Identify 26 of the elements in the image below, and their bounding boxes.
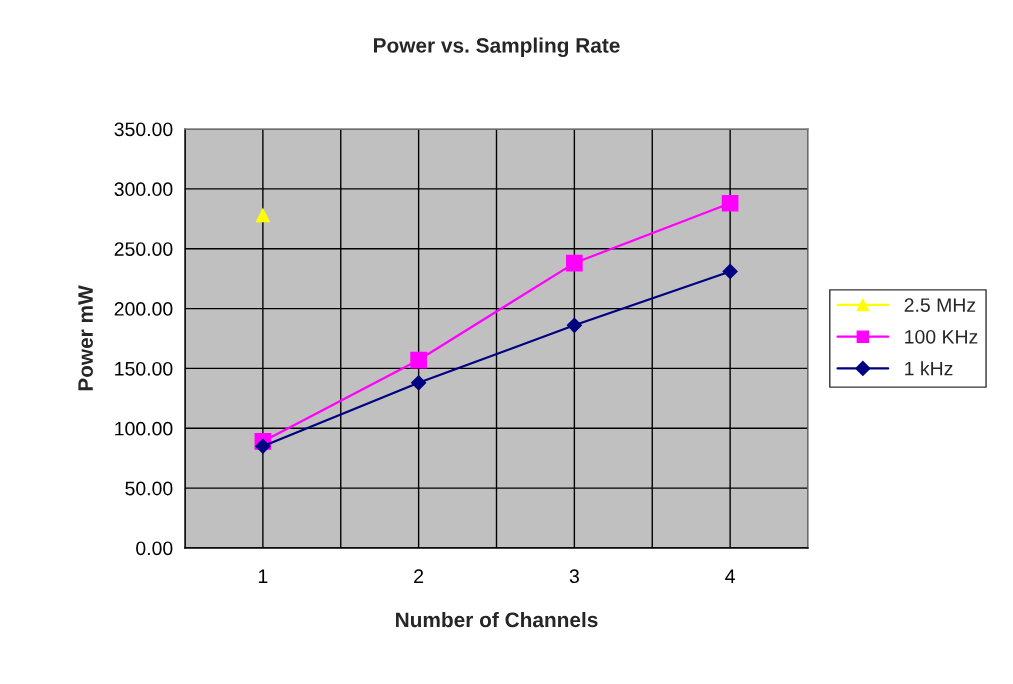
x-tick-label: 3 (569, 569, 579, 584)
y-tick-label: 150.00 (115, 361, 173, 376)
y-axis-title: Power mW (78, 285, 93, 391)
legend-label: 100 KHz (905, 329, 978, 344)
y-tick-label: 300.00 (114, 182, 173, 197)
x-tick-label: 2 (414, 569, 424, 583)
y-tick-label: 200.00 (114, 302, 173, 316)
y-tick-label: 50.00 (125, 481, 173, 496)
legend-label: 1 kHz (905, 361, 953, 376)
x-axis-title: Number of Channels (396, 611, 598, 628)
x-tick-label: 4 (725, 569, 735, 583)
point (566, 254, 583, 272)
point (255, 438, 271, 454)
point (722, 263, 738, 280)
y-tick-label: 250.00 (114, 242, 173, 256)
point (410, 351, 427, 369)
y-tick-label: 350.00 (114, 122, 173, 137)
point (566, 317, 582, 333)
y-tick-label: 0.00 (136, 541, 173, 556)
chart-title: Power vs. Sampling Rate (374, 37, 620, 58)
legend-label: 2.5 MHz (904, 298, 976, 312)
point (255, 208, 270, 223)
point (721, 194, 739, 212)
y-tick-label: 100.00 (115, 421, 173, 436)
x-tick-label: 1 (258, 569, 268, 583)
point (411, 375, 427, 391)
